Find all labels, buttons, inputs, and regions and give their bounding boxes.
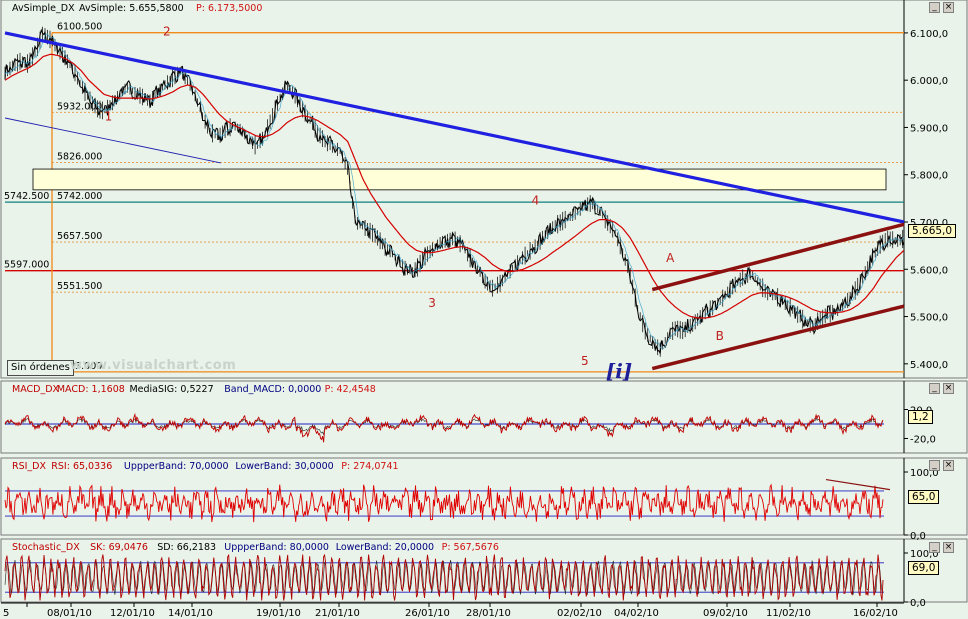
- x-tick-label: 09/02/10: [703, 608, 748, 619]
- legend-stochastic: LowerBand: 20,0000: [336, 542, 434, 553]
- level-label: 5826.000: [57, 151, 102, 162]
- legend-price: AvSimple_DX: [12, 3, 75, 14]
- level-label: 5742.000: [57, 191, 102, 202]
- price-line: [4, 28, 905, 354]
- legend-rsi: LowerBand: 30,0000: [235, 461, 333, 472]
- legend-macd: MACD_DX: [12, 384, 60, 395]
- y-tick-label: 6.000,0: [910, 76, 948, 87]
- x-tick-label: 08/01/10: [47, 608, 92, 619]
- level-label: 5551.500: [57, 281, 102, 292]
- stochastic-minimize-button[interactable]: _: [929, 542, 940, 553]
- legend-rsi: P: 274,0741: [341, 461, 398, 472]
- trendline-main-downtrend: [4, 31, 905, 224]
- price-minimize-button[interactable]: _: [929, 2, 940, 13]
- x-tick-label: 11/02/10: [766, 608, 811, 619]
- y-tick-label: 100,0: [910, 468, 939, 479]
- x-tick-label: 16/02/10: [853, 608, 898, 619]
- legend-rsi: UppperBand: 70,0000: [124, 461, 229, 472]
- macd-minimize-button[interactable]: _: [929, 383, 940, 394]
- level-label: 5657.500: [57, 231, 102, 242]
- y-tick-label: 0,0: [910, 598, 926, 609]
- rsi-close-button[interactable]: ×: [943, 460, 954, 471]
- y-tick-label: 0,0: [910, 531, 926, 542]
- wave-label-1: 1: [105, 109, 113, 123]
- pane-frame: [0, 0, 968, 379]
- y-tick-label: 5.800,0: [910, 171, 948, 182]
- highlight-zone: [32, 168, 887, 191]
- stochastic-last-value: 69,0: [908, 561, 940, 575]
- stochastic-close-button[interactable]: ×: [943, 542, 954, 553]
- sin-ordenes-button[interactable]: Sin órdenes: [7, 360, 74, 376]
- x-tick-label: 19/01/10: [256, 608, 301, 619]
- legend-macd: P: 42,4548: [325, 384, 376, 395]
- x-tick-label: 21/01/10: [315, 608, 360, 619]
- macd-signal-line: [4, 417, 884, 435]
- macd-last-value: 1,2: [908, 410, 933, 424]
- legend-price: P: 6.173,5000: [196, 3, 262, 14]
- short-average-line: [4, 33, 905, 350]
- rsi-last-value: 65,0: [908, 490, 940, 504]
- x-tick-label: 28/01/10: [466, 608, 511, 619]
- x-tick-label: 14/01/10: [168, 608, 213, 619]
- legend-stochastic: UppperBand: 80,0000: [224, 542, 329, 553]
- stochastic-sk-line: [4, 553, 884, 601]
- x-tick-label: 5: [3, 608, 9, 619]
- wave-label-4: 4: [532, 194, 540, 208]
- rsi-minimize-button[interactable]: _: [929, 460, 940, 471]
- trendline-channel-upper: [651, 222, 905, 292]
- pane-frame: [0, 457, 968, 536]
- x-tick-label: 26/01/10: [405, 608, 450, 619]
- y-tick-label: 5.400,0: [910, 360, 948, 371]
- wave-label-3: 3: [428, 296, 436, 310]
- x-tick-label: 12/01/10: [110, 608, 155, 619]
- level-left-label: 5742.500: [4, 191, 49, 202]
- wave-label-B: B: [716, 329, 724, 343]
- legend-stochastic: SK: 69,0476: [90, 542, 148, 553]
- watermark: www.visualchart.com: [70, 358, 237, 373]
- level-label: 6100.500: [57, 22, 102, 33]
- pane-frame: [0, 538, 968, 603]
- legend-macd: MACD: 1,1608: [57, 384, 125, 395]
- macd-close-button[interactable]: ×: [943, 383, 954, 394]
- rsi-divergence-line: [825, 478, 891, 491]
- y-tick-label: 100,0: [910, 549, 939, 560]
- wave-mark-label: [i]: [606, 359, 633, 383]
- y-tick-label: 5.900,0: [910, 123, 948, 134]
- y-tick-label: 6.100,0: [910, 29, 948, 40]
- x-tick-label: 04/02/10: [614, 608, 659, 619]
- legend-stochastic: P: 567,5676: [442, 542, 499, 553]
- legend-stochastic: SD: 66,2183: [157, 542, 216, 553]
- y-tick-label: 5.600,0: [910, 265, 948, 276]
- moving-average-line: [4, 53, 905, 319]
- level-label: 5932.000: [57, 101, 102, 112]
- legend-macd: Band_MACD: 0,0000: [224, 384, 321, 395]
- wave-label-5: 5: [581, 354, 589, 368]
- wave-label-A: A: [666, 251, 675, 265]
- x-tick-label: 02/02/10: [557, 608, 602, 619]
- y-tick-label: -20,0: [910, 435, 936, 446]
- price-bars: [4, 26, 904, 357]
- wave-label-2: 2: [163, 24, 171, 38]
- y-tick-label: 5.700,0: [910, 218, 948, 229]
- trendline-channel-lower: [651, 304, 905, 371]
- level-label: 5383.000: [57, 361, 102, 372]
- legend-rsi: RSI_DX: [12, 461, 46, 472]
- legend-price: AvSimple: 5.655,5800: [79, 3, 184, 14]
- legend-macd: MediaSIG: 0,5227: [129, 384, 213, 395]
- rsi-line: [4, 483, 884, 523]
- trendline-wave1-line: [4, 117, 221, 164]
- y-tick-label: 5.500,0: [910, 313, 948, 324]
- pane-frame: [0, 380, 968, 454]
- legend-stochastic: Stochastic_DX: [12, 542, 80, 553]
- level-left-label: 5597.000: [4, 260, 49, 271]
- price-close-button[interactable]: ×: [943, 2, 954, 13]
- stochastic-sd-line: [4, 559, 884, 596]
- legend-rsi: RSI: 65,0336: [51, 461, 112, 472]
- macd-line: [4, 412, 884, 443]
- price-last-value: 5.665,0: [908, 224, 957, 238]
